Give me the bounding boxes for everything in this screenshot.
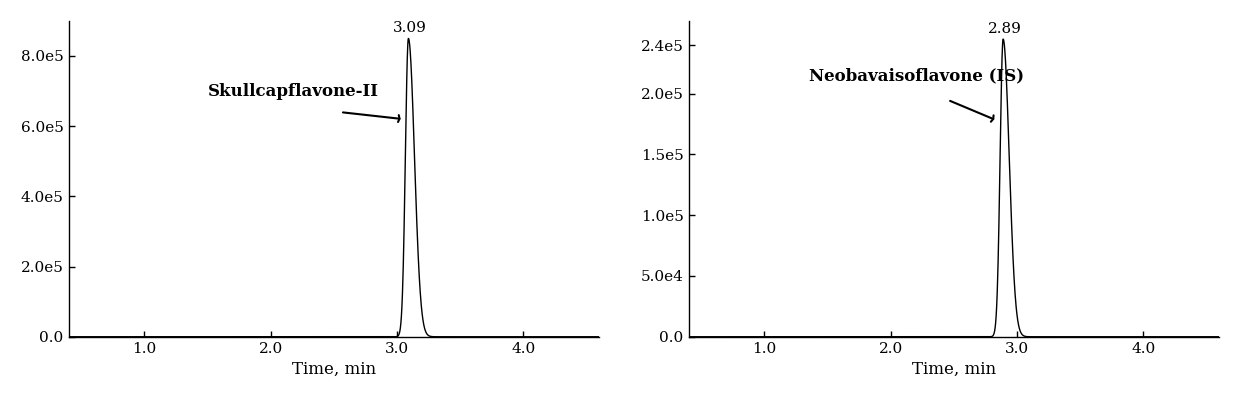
Text: Neobavaisoflavone (IS): Neobavaisoflavone (IS): [808, 67, 1024, 84]
Text: 2.89: 2.89: [987, 22, 1022, 36]
X-axis label: Time, min: Time, min: [291, 361, 376, 378]
Text: Skullcapflavone-II: Skullcapflavone-II: [207, 83, 378, 99]
Text: 3.09: 3.09: [393, 22, 427, 36]
X-axis label: Time, min: Time, min: [911, 361, 996, 378]
